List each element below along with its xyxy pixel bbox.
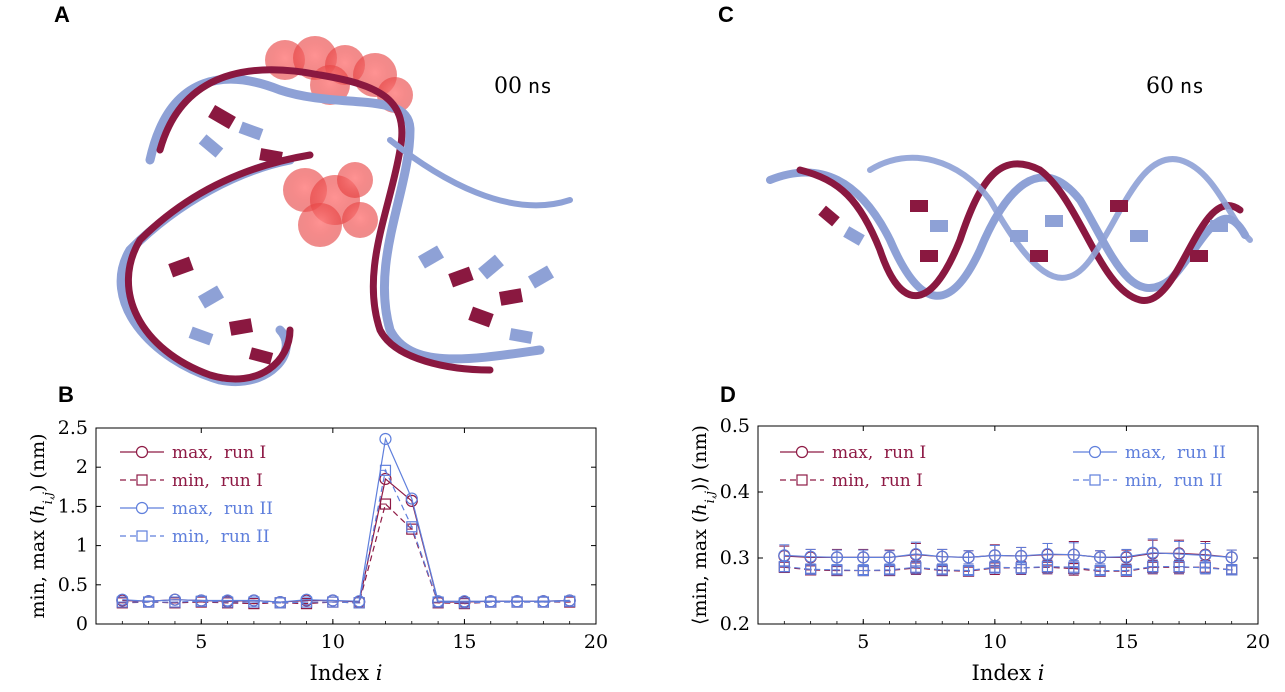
y-tick-label: 2 bbox=[76, 456, 88, 478]
legend-entry-3: max, run II bbox=[1073, 443, 1226, 463]
legend-label: max, run II bbox=[172, 499, 273, 519]
legend-marker bbox=[1088, 445, 1102, 459]
strand-red-a1 bbox=[156, 66, 494, 374]
legend-entry-2: min, run I bbox=[120, 471, 263, 491]
panel-label-c: C bbox=[718, 2, 734, 27]
data-point bbox=[883, 551, 896, 564]
series-4 bbox=[778, 559, 1238, 577]
snapshot-time-left-value: 00 bbox=[494, 74, 522, 99]
snapshot-time-right-unit: ns bbox=[1180, 74, 1205, 98]
data-point bbox=[857, 551, 870, 564]
x-tick-label: 15 bbox=[452, 631, 476, 653]
y-tick-label: 0.5 bbox=[720, 415, 750, 437]
y-tick-label: 1 bbox=[76, 535, 88, 557]
y-tick-label: 1.5 bbox=[58, 495, 88, 517]
legend-label: max, run I bbox=[832, 443, 926, 463]
x-axis-label: Index i bbox=[972, 661, 1045, 685]
panel-label-d: D bbox=[720, 382, 736, 407]
legend-entry-4: min, run II bbox=[1073, 471, 1223, 491]
data-point bbox=[1068, 561, 1080, 573]
data-point bbox=[405, 492, 418, 505]
legend-label: max, run II bbox=[1125, 443, 1226, 463]
data-point bbox=[1094, 564, 1106, 577]
y-tick-label: 2.5 bbox=[58, 417, 88, 439]
y-axis-label: min, max (hi,j) (nm) bbox=[27, 433, 56, 618]
chart-b: 5 10 15 20 0 0.5 1 1.5 2 2.5 Index i min, max (hi,j… bbox=[27, 417, 608, 685]
molecule-snapshot-c bbox=[766, 154, 1253, 304]
x-tick-label: 15 bbox=[1114, 631, 1138, 653]
plot-frame bbox=[757, 425, 1259, 625]
data-point bbox=[1147, 560, 1159, 573]
data-point bbox=[830, 551, 844, 564]
data-point bbox=[1120, 564, 1133, 577]
strand-blue-c2 bbox=[867, 154, 1253, 281]
legend-label: min, run II bbox=[1125, 471, 1223, 491]
series-line bbox=[122, 436, 570, 603]
legend-marker bbox=[795, 445, 809, 459]
legend-entry-2: min, run I bbox=[780, 471, 923, 491]
strand-red-c bbox=[796, 160, 1244, 304]
panel-label-b: B bbox=[58, 382, 74, 407]
chart-d: 5 10 15 20 0.2 0.3 0.4 0.5 Index i ⟨min, max (hi,… bbox=[689, 415, 1270, 685]
legend-label: min, run II bbox=[172, 527, 270, 547]
legend-marker bbox=[136, 530, 148, 542]
x-tick-label: 5 bbox=[857, 631, 869, 653]
y-tick-label: 0.5 bbox=[58, 574, 88, 596]
x-axis-label: Index i bbox=[310, 661, 383, 685]
legend-label: max, run I bbox=[172, 443, 266, 463]
legend-marker bbox=[135, 445, 149, 459]
series-4 bbox=[116, 464, 576, 609]
y-axis-label: ⟨min, max (hi,j)⟩ (nm) bbox=[689, 425, 718, 625]
snapshot-time-right: 60 ns bbox=[1146, 74, 1204, 99]
legend-entry-1: max, run I bbox=[120, 443, 266, 463]
legend-entry-1: max, run I bbox=[780, 443, 926, 463]
legend-label: min, run I bbox=[832, 471, 923, 491]
legend-marker bbox=[1089, 474, 1101, 486]
series-line bbox=[784, 565, 1232, 572]
strand-red-a2 bbox=[124, 151, 314, 383]
data-point bbox=[909, 547, 922, 561]
x-tick-label: 20 bbox=[584, 631, 608, 653]
legend-marker bbox=[135, 501, 149, 515]
data-point bbox=[1094, 551, 1107, 564]
y-tick-label: 0.2 bbox=[720, 613, 750, 635]
y-tick-label: 0.4 bbox=[720, 481, 750, 503]
base-stack-a bbox=[168, 104, 555, 365]
data-point bbox=[379, 432, 392, 446]
base-stack-c bbox=[818, 200, 1228, 262]
y-tick-label: 0 bbox=[76, 613, 88, 635]
data-point bbox=[962, 551, 975, 564]
molecule-snapshot-a bbox=[116, 36, 573, 386]
series-2 bbox=[778, 560, 1238, 577]
legend-marker bbox=[796, 474, 808, 486]
data-point bbox=[1120, 550, 1133, 563]
x-tick-label: 20 bbox=[1246, 631, 1270, 653]
strand-blue-a3 bbox=[387, 137, 573, 209]
data-point bbox=[1199, 549, 1212, 562]
legend-entry-4: min, run II bbox=[120, 527, 270, 547]
data-point bbox=[1041, 560, 1054, 573]
x-tick-label: 5 bbox=[195, 631, 207, 653]
legend-entry-3: max, run II bbox=[120, 499, 273, 519]
legend-marker bbox=[136, 474, 148, 486]
plot-frame bbox=[95, 427, 597, 625]
snapshot-time-left-unit: ns bbox=[528, 74, 553, 98]
data-point bbox=[936, 550, 949, 563]
series-3 bbox=[778, 538, 1238, 568]
panel-label-a: A bbox=[54, 2, 70, 27]
legend-label: min, run I bbox=[172, 471, 263, 491]
series-line bbox=[784, 552, 1232, 558]
x-tick-label: 10 bbox=[983, 631, 1007, 653]
data-point bbox=[804, 550, 817, 563]
data-point bbox=[379, 472, 392, 486]
snapshot-time-left: 00 ns bbox=[494, 74, 552, 99]
y-tick-label: 0.3 bbox=[720, 547, 750, 569]
data-point bbox=[1146, 546, 1159, 559]
x-tick-label: 10 bbox=[321, 631, 345, 653]
data-point bbox=[1225, 551, 1238, 564]
snapshot-time-right-value: 60 bbox=[1146, 74, 1174, 99]
